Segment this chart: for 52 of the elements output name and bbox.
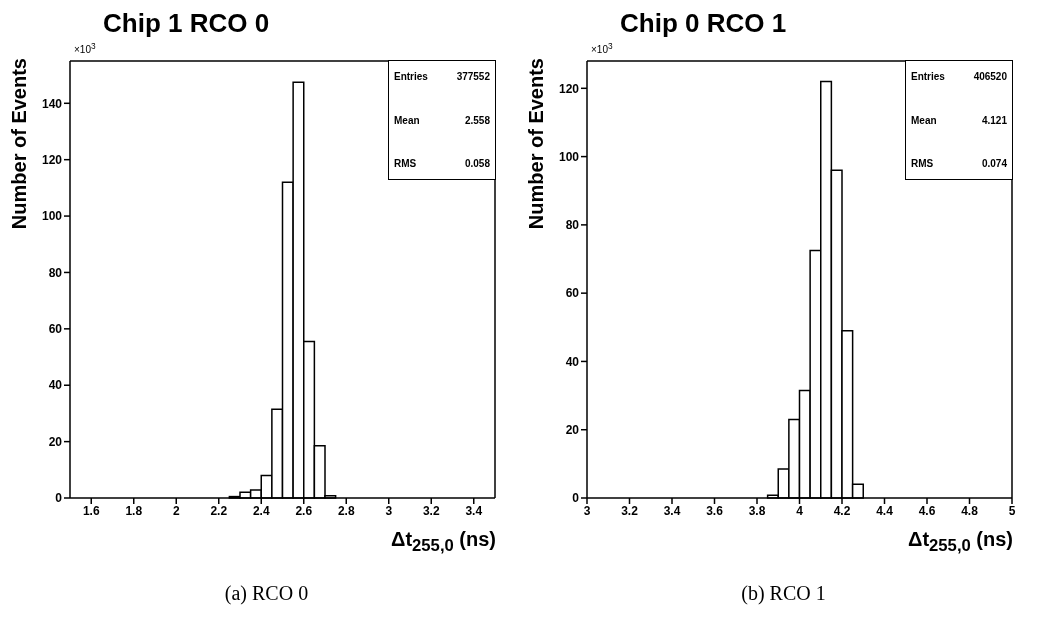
x-tick-label: 2.6	[295, 503, 313, 518]
text: ×10$^{3}$	[591, 41, 613, 56]
y-tick-label: 100	[558, 149, 580, 164]
x-axis-title: Δt$_{255,0}$ (ns)	[908, 528, 1013, 556]
y-tick-label: 140	[41, 96, 63, 111]
y-tick-label: 60	[565, 286, 580, 301]
chart-title: Chip 0 RCO 1	[620, 8, 787, 39]
text: Entries 406520	[911, 71, 1007, 82]
text: ×10$^{3}$	[74, 41, 96, 56]
x-tick-label: 4.8	[961, 503, 979, 518]
text: (b) RCO 1	[740, 582, 827, 605]
y-tick-label: 80	[565, 218, 580, 233]
x-axis-title: Δt$_{255,0}$ (ns)	[391, 528, 496, 556]
y-tick-label: 60	[48, 322, 63, 337]
y-tick-label: 120	[41, 152, 63, 167]
text: Mean 2.558	[394, 114, 490, 126]
y-tick-label: 40	[48, 378, 63, 393]
x-tick-label: 3.4	[663, 503, 681, 518]
x-tick-label: 4.4	[876, 503, 894, 518]
x-tick-label: 1.8	[125, 503, 143, 518]
x-tick-label: 4.2	[833, 503, 851, 518]
y-tick-label: 100	[41, 209, 63, 224]
text: Entries 377552	[394, 71, 490, 82]
y-tick-label: 80	[48, 265, 63, 280]
x-tick-label: 5	[1008, 503, 1016, 518]
text: RMS 0.074	[911, 158, 1007, 169]
chart-title: Chip 1 RCO 0	[103, 8, 270, 39]
x-tick-label: 2	[172, 503, 180, 518]
x-tick-label: 4	[796, 503, 804, 518]
x-tick-label: 3.6	[706, 503, 724, 518]
x-tick-label: 2.8	[337, 503, 355, 518]
x-tick-label: 3.4	[465, 503, 483, 518]
y-axis-title: Number of Events	[525, 58, 548, 230]
x-tick-label: 3.2	[422, 503, 440, 518]
x-tick-label: 3	[583, 503, 591, 518]
x-tick-label: 3.2	[621, 503, 639, 518]
x-tick-label: 2.4	[252, 503, 270, 518]
y-tick-label: 20	[565, 422, 580, 437]
y-tick-label: 120	[558, 81, 580, 96]
text: RMS 0.058	[394, 158, 490, 169]
y-axis-title: Number of Events	[8, 58, 31, 230]
x-tick-label: 3.8	[748, 503, 766, 518]
y-tick-label: 0	[55, 491, 63, 506]
x-tick-label: 4.6	[918, 503, 936, 518]
y-tick-label: 0	[572, 491, 580, 506]
y-tick-label: 40	[565, 354, 580, 369]
text: (a) RCO 0	[223, 582, 310, 605]
text: Mean 4.121	[911, 114, 1007, 126]
x-tick-label: 1.6	[82, 503, 100, 518]
y-tick-label: 20	[48, 434, 63, 449]
x-tick-label: 2.2	[210, 503, 228, 518]
x-tick-label: 3	[385, 503, 393, 518]
